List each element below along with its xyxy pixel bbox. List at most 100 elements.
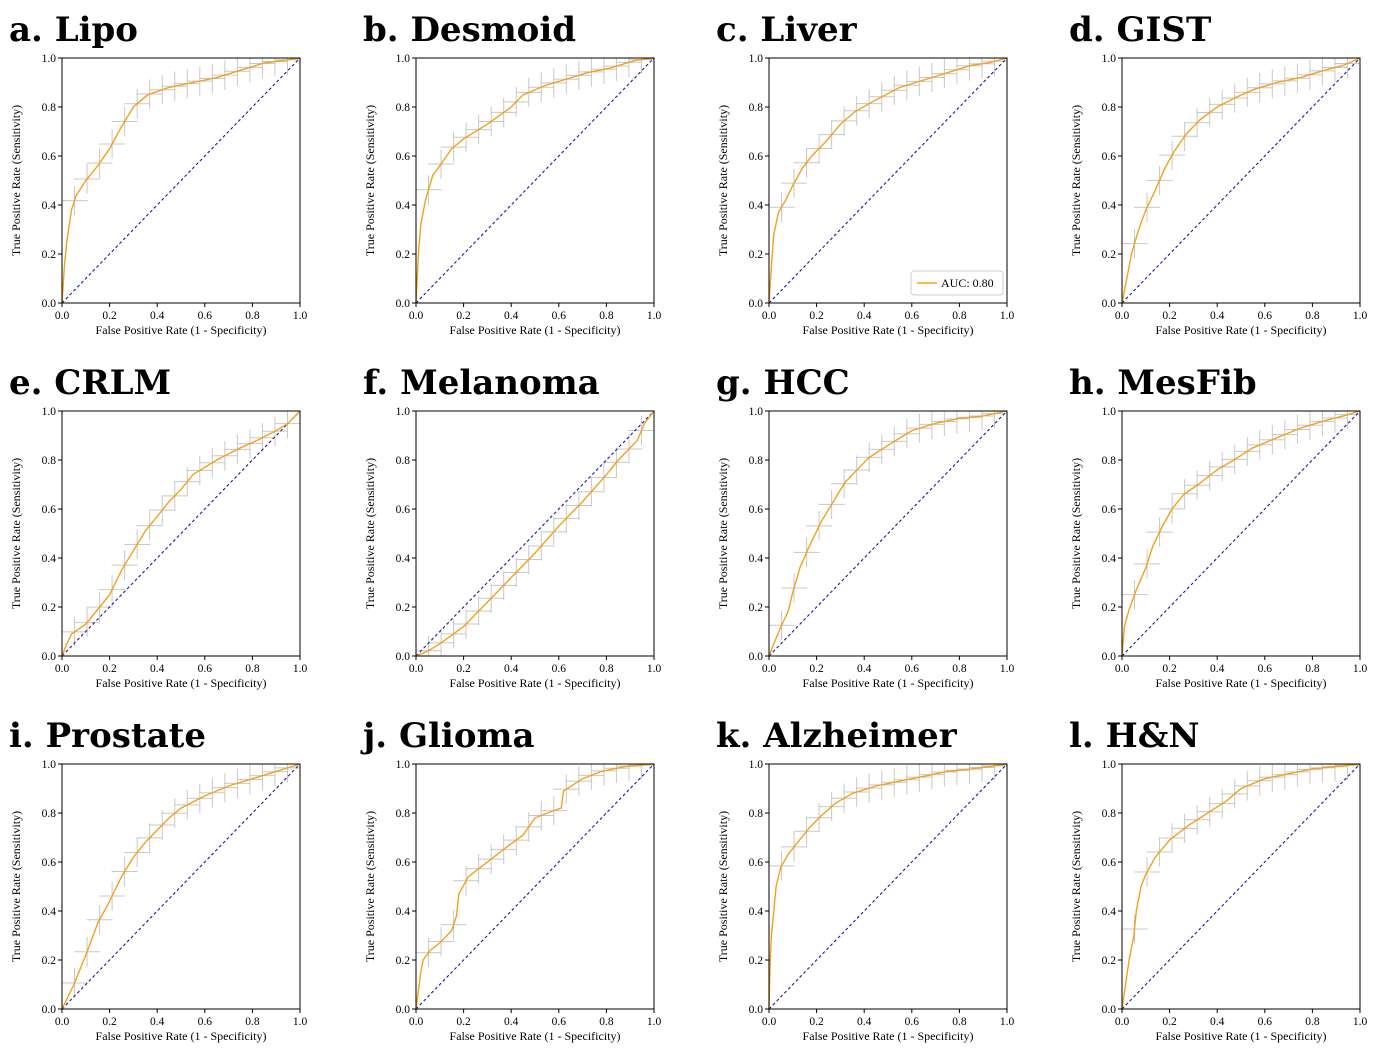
panel-title: d. GIST	[1069, 10, 1211, 50]
x-tick-label: 0.4	[150, 663, 165, 675]
y-tick-label: 0.0	[749, 1004, 764, 1016]
y-tick-label: 0.2	[396, 602, 411, 614]
y-tick-label: 0.6	[749, 151, 764, 163]
x-tick-label: 0.4	[857, 1016, 872, 1028]
legend-label: AUC: 0.80	[941, 276, 994, 290]
x-tick-label: 1.0	[647, 1016, 662, 1028]
x-tick-label: 0.0	[55, 1016, 70, 1028]
y-axis-label: True Positive Rate (Sensitivity)	[363, 105, 377, 256]
y-tick-label: 0.4	[42, 553, 57, 565]
x-tick-label: 0.6	[1258, 310, 1273, 322]
x-axis-label: False Positive Rate (1 - Specificity)	[803, 676, 974, 690]
x-axis-label: False Positive Rate (1 - Specificity)	[450, 1029, 621, 1043]
y-tick-label: 0.0	[42, 651, 57, 663]
y-tick-label: 0.2	[1102, 602, 1117, 614]
y-tick-label: 0.6	[396, 504, 411, 516]
y-tick-label: 0.6	[1102, 857, 1117, 869]
y-tick-label: 1.0	[42, 759, 57, 771]
y-tick-label: 0.0	[1102, 651, 1117, 663]
y-tick-label: 0.6	[1102, 504, 1117, 516]
x-tick-label: 0.6	[552, 1016, 567, 1028]
x-tick-label: 0.6	[1258, 1016, 1273, 1028]
legend: AUC: 0.80	[910, 270, 1004, 296]
y-tick-label: 0.4	[42, 200, 57, 212]
roc-curve	[768, 763, 1008, 1010]
axes-frame	[768, 763, 1008, 1010]
y-tick-label: 0.6	[42, 151, 57, 163]
roc-panel: e. CRLM 0.00.0 0.2 0.2 0.4 0.4 0.6 0.6 0.8 0.8 1.0…	[9, 363, 307, 690]
roc-curve	[768, 410, 1008, 657]
x-tick-label: 0.0	[55, 663, 70, 675]
roc-curve	[415, 410, 655, 657]
chance-line	[415, 57, 655, 304]
panel-title: b. Desmoid	[363, 10, 576, 50]
y-tick-label: 1.0	[749, 53, 764, 65]
x-tick-label: 0.2	[102, 1016, 117, 1028]
x-tick-label: 0.2	[456, 663, 471, 675]
x-tick-label: 0.2	[456, 310, 471, 322]
y-tick-label: 0.4	[396, 553, 411, 565]
x-tick-label: 0.4	[504, 1016, 519, 1028]
roc-panel: g. HCC 0.00.0 0.2 0.2 0.4 0.4 0.6 0.6 0.8 0.8 1.0 1…	[716, 363, 1014, 690]
roc-curve	[61, 410, 301, 657]
axes-frame	[61, 57, 301, 304]
chance-line	[1121, 763, 1361, 1010]
x-tick-label: 0.8	[1305, 663, 1320, 675]
x-tick-label: 0.6	[905, 663, 920, 675]
y-tick-label: 0.8	[749, 102, 764, 114]
x-tick-label: 1.0	[293, 310, 308, 322]
x-tick-label: 0.4	[150, 1016, 165, 1028]
y-tick-label: 0.2	[42, 602, 57, 614]
x-tick-label: 0.0	[409, 1016, 424, 1028]
x-axis-label: False Positive Rate (1 - Specificity)	[803, 323, 974, 337]
x-tick-label: 0.8	[952, 310, 967, 322]
y-tick-label: 0.8	[42, 808, 57, 820]
error-bars	[416, 764, 654, 968]
x-tick-label: 0.8	[952, 1016, 967, 1028]
error-bars	[1122, 411, 1360, 610]
y-tick-label: 1.0	[749, 759, 764, 771]
y-axis-label: True Positive Rate (Sensitivity)	[1069, 105, 1083, 256]
x-tick-label: 0.2	[102, 310, 117, 322]
y-axis-label: True Positive Rate (Sensitivity)	[1069, 458, 1083, 609]
panel-title: i. Prostate	[9, 716, 206, 756]
panel-title: c. Liver	[716, 10, 858, 50]
y-tick-label: 0.2	[42, 249, 57, 261]
x-tick-label: 0.4	[1210, 663, 1225, 675]
chance-line	[415, 763, 655, 1010]
error-bars	[62, 58, 300, 216]
error-bars	[416, 58, 654, 205]
x-tick-label: 0.6	[552, 663, 567, 675]
roc-curve	[768, 57, 1008, 304]
x-tick-label: 0.2	[102, 663, 117, 675]
y-tick-label: 0.0	[396, 298, 411, 310]
roc-panel: l. H&N 0.00.0 0.2 0.2 0.4 0.4 0.6 0.6 0.8 0.8 1.0 1…	[1069, 716, 1367, 1043]
y-tick-label: 0.4	[749, 553, 764, 565]
error-bars	[62, 764, 300, 998]
axes-frame	[415, 57, 655, 304]
y-tick-label: 0.6	[396, 151, 411, 163]
roc-curve	[61, 57, 301, 304]
y-tick-label: 0.0	[749, 651, 764, 663]
y-axis-label: True Positive Rate (Sensitivity)	[9, 811, 23, 962]
x-tick-label: 0.8	[952, 663, 967, 675]
x-tick-label: 0.8	[1305, 1016, 1320, 1028]
x-tick-label: 0.8	[245, 1016, 260, 1028]
y-tick-label: 0.2	[1102, 955, 1117, 967]
panel-title: k. Alzheimer	[716, 716, 958, 756]
y-axis-label: True Positive Rate (Sensitivity)	[1069, 811, 1083, 962]
y-tick-label: 0.0	[1102, 298, 1117, 310]
roc-panel: c. Liver 0.00.0 0.2 0.2 0.4 0.4 0.6 0.6 0.8 0.8 1.…	[716, 10, 1014, 337]
y-tick-label: 0.4	[1102, 906, 1117, 918]
x-tick-label: 0.0	[1115, 663, 1130, 675]
x-tick-label: 0.6	[1258, 663, 1273, 675]
y-tick-label: 0.8	[749, 455, 764, 467]
y-tick-label: 1.0	[1102, 406, 1117, 418]
axes-frame	[768, 57, 1008, 304]
axes-frame	[1121, 763, 1361, 1010]
x-axis-label: False Positive Rate (1 - Specificity)	[96, 323, 267, 337]
y-tick-label: 1.0	[1102, 759, 1117, 771]
y-tick-label: 0.0	[396, 1004, 411, 1016]
x-axis-label: False Positive Rate (1 - Specificity)	[1156, 1029, 1327, 1043]
x-tick-label: 0.8	[599, 1016, 614, 1028]
